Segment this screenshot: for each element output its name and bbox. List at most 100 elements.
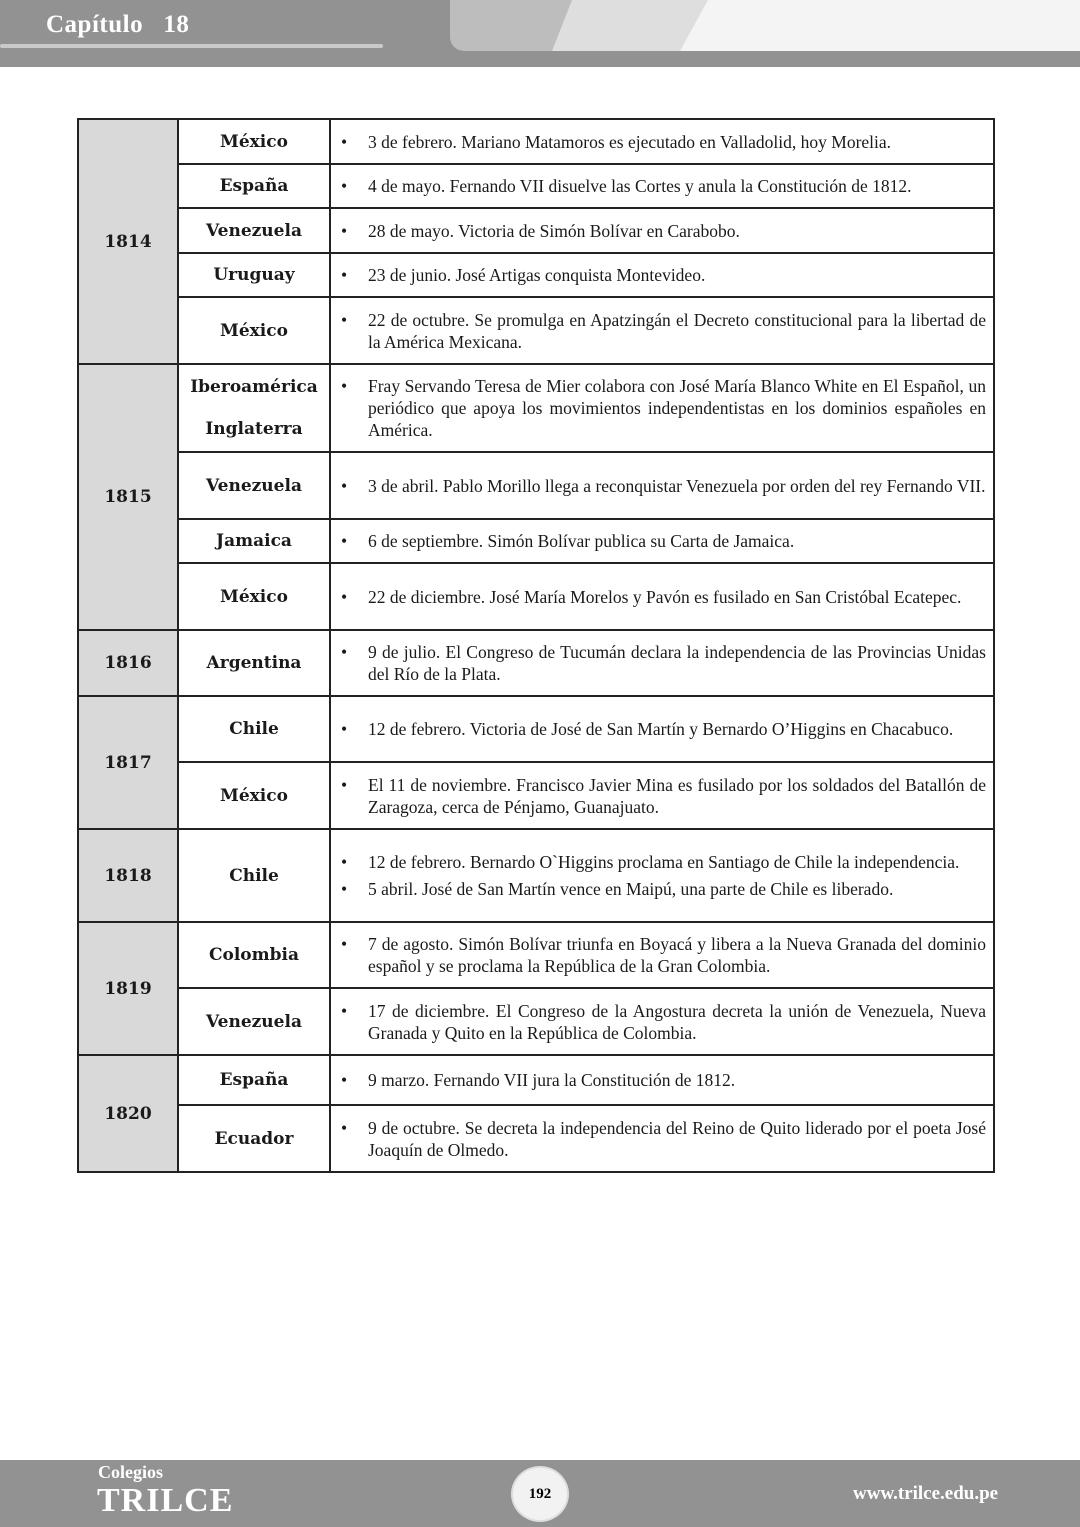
country-cell: México: [177, 562, 331, 631]
table-row: México • 22 de octubre. Se promulga en Apa…: [78, 296, 995, 365]
bullet-icon: •: [341, 852, 348, 872]
country-cell: México: [177, 118, 331, 165]
event-item: • El 11 de noviembre. Francisco Javier Mi…: [341, 774, 986, 818]
event-text: 9 de octubre. Se decreta la independenci…: [368, 1117, 986, 1160]
events-cell: • 3 de abril. Pablo Morillo llega a recon…: [329, 451, 995, 520]
event-item: • 6 de septiembre. Simón Bolívar publica …: [341, 530, 986, 552]
event-item: • 22 de diciembre. José María Morelos y P…: [341, 586, 986, 608]
country-cell: México: [177, 296, 331, 365]
table-row: Venezuela • 28 de mayo. Victoria de Simón …: [78, 207, 995, 254]
events-cell: • 23 de junio. José Artigas conquista Mon…: [329, 252, 995, 298]
country-name: Uruguay: [213, 265, 295, 285]
events-cell: • 22 de diciembre. José María Morelos y P…: [329, 562, 995, 631]
event-item: • 5 abril. José de San Martín vence en Ma…: [341, 878, 986, 900]
event-item: • 3 de febrero. Mariano Matamoros es ejec…: [341, 131, 986, 153]
event-text: 17 de diciembre. El Congreso de la Angos…: [368, 1000, 986, 1043]
event-text: 22 de diciembre. José María Morelos y Pa…: [368, 586, 962, 607]
table-row: Venezuela • 17 de diciembre. El Congreso d…: [78, 987, 995, 1056]
table-row: España • 4 de mayo. Fernando VII disuelve …: [78, 163, 995, 209]
country-name: España: [219, 176, 289, 196]
table-row: 1816 Argentina • 9 de julio. El Congreso de…: [77, 629, 995, 697]
country-cell: México: [177, 761, 331, 830]
events-cell: • 9 de julio. El Congreso de Tucumán decl…: [329, 629, 995, 697]
bullet-icon: •: [341, 531, 348, 551]
country-cell: Chile: [177, 828, 331, 923]
event-item: • 23 de junio. José Artigas conquista Mon…: [341, 264, 986, 286]
brand-logo-small: Colegios: [98, 1462, 163, 1482]
brand-logo: TRILCE: [97, 1482, 234, 1519]
bullet-icon: •: [341, 265, 348, 285]
country-cell: Chile: [177, 695, 331, 763]
website-url: www.trilce.edu.pe: [853, 1483, 999, 1504]
events-cell: • 9 marzo. Fernando VII jura la Constituc…: [329, 1054, 995, 1106]
country-name: Chile: [229, 719, 279, 739]
events-cell: • 3 de febrero. Mariano Matamoros es ejec…: [329, 118, 995, 165]
country-name: Argentina: [206, 653, 302, 673]
events-cell: • 22 de octubre. Se promulga en Apatzingá…: [329, 296, 995, 365]
event-item: • 9 marzo. Fernando VII jura la Constituc…: [341, 1069, 986, 1091]
bullet-icon: •: [341, 1117, 348, 1138]
country-name: Colombia: [208, 945, 299, 965]
table-row: 1819 Colombia • 7 de agosto. Simón Bolívar …: [77, 921, 995, 1056]
event-item: • 7 de agosto. Simón Bolívar triunfa en B…: [341, 933, 986, 977]
event-text: 3 de febrero. Mariano Matamoros es ejecu…: [368, 131, 892, 152]
bullet-icon: •: [341, 176, 348, 196]
bullet-icon: •: [341, 1000, 348, 1021]
timeline-table: 1814 México • 3 de febrero. Mariano Matamor…: [77, 118, 995, 1173]
event-text: 12 de febrero. Bernardo O`Higgins procla…: [368, 852, 960, 872]
event-item: • 4 de mayo. Fernando VII disuelve las Co…: [341, 175, 986, 197]
country-name: Venezuela: [206, 220, 302, 241]
bullet-icon: •: [341, 376, 348, 396]
event-text: 12 de febrero. Victoria de José de San M…: [368, 719, 954, 739]
event-text: 6 de septiembre. Simón Bolívar publica s…: [368, 531, 795, 551]
country-name: México: [220, 785, 288, 806]
event-text: Fray Servando Teresa de Mier colabora co…: [368, 376, 986, 440]
bullet-icon: •: [341, 586, 348, 607]
events-cell: • 12 de febrero. Bernardo O`Higgins procl…: [329, 828, 995, 923]
country-name: Chile: [229, 865, 279, 886]
country-cell: Venezuela: [177, 987, 331, 1056]
year-cell: 1816: [77, 629, 179, 697]
event-item: • 28 de mayo. Victoria de Simón Bolívar e…: [341, 220, 986, 242]
event-item: • 9 de octubre. Se decreta la independenc…: [341, 1117, 986, 1161]
country-name: Inglaterra: [205, 419, 303, 439]
bullet-icon: •: [341, 719, 348, 739]
country-name: Iberoamérica: [190, 377, 318, 397]
page-header: Capítulo 18: [0, 0, 1080, 67]
table-row: 1817 Chile • 12 de febrero. Victoria de Jos…: [77, 695, 995, 830]
event-item: • 12 de febrero. Bernardo O`Higgins procl…: [341, 851, 986, 873]
bullet-icon: •: [341, 220, 348, 241]
country-name: México: [220, 586, 288, 607]
bullet-icon: •: [341, 879, 348, 899]
header-rule: [0, 44, 383, 48]
event-item: • 22 de octubre. Se promulga en Apatzingá…: [341, 309, 986, 353]
events-cell: • 9 de octubre. Se decreta la independenc…: [329, 1104, 995, 1173]
events-cell: • 4 de mayo. Fernando VII disuelve las Co…: [329, 163, 995, 209]
event-text: 22 de octubre. Se promulga en Apatzingán…: [368, 309, 986, 352]
events-cell: • El 11 de noviembre. Francisco Javier Mi…: [329, 761, 995, 830]
country-name: México: [220, 320, 288, 341]
country-cell: España: [177, 163, 331, 209]
event-text: 5 abril. José de San Martín vence en Mai…: [368, 879, 894, 899]
event-item: • Fray Servando Teresa de Mier colabora c…: [341, 375, 986, 441]
year-cell: 1819: [77, 921, 179, 1056]
country-cell: Colombia: [177, 921, 331, 989]
event-item: • 9 de julio. El Congreso de Tucumán decl…: [341, 641, 986, 685]
event-item: • 17 de diciembre. El Congreso de la Ango…: [341, 1000, 986, 1044]
country-name: Venezuela: [206, 1011, 302, 1032]
year-cell: 1817: [77, 695, 179, 830]
table-row: Venezuela • 3 de abril. Pablo Morillo lleg…: [78, 451, 995, 520]
chapter-title: Capítulo 18: [46, 11, 190, 38]
country-cell: Uruguay: [177, 252, 331, 298]
year-cell: 1815: [77, 363, 179, 631]
country-name: Ecuador: [214, 1128, 294, 1149]
bullet-icon: •: [341, 131, 348, 152]
bullet-icon: •: [341, 642, 348, 662]
bullet-icon: •: [341, 1070, 348, 1090]
bullet-icon: •: [341, 475, 348, 496]
table-row: Ecuador • 9 de octubre. Se decreta la inde…: [78, 1104, 995, 1173]
country-name: México: [220, 131, 288, 152]
table-row: 1815 Iberoamérica Inglaterra • Fray Servando…: [77, 363, 995, 631]
header-decoration: [680, 0, 1080, 51]
table-row: México • El 11 de noviembre. Francisco Jav…: [78, 761, 995, 830]
